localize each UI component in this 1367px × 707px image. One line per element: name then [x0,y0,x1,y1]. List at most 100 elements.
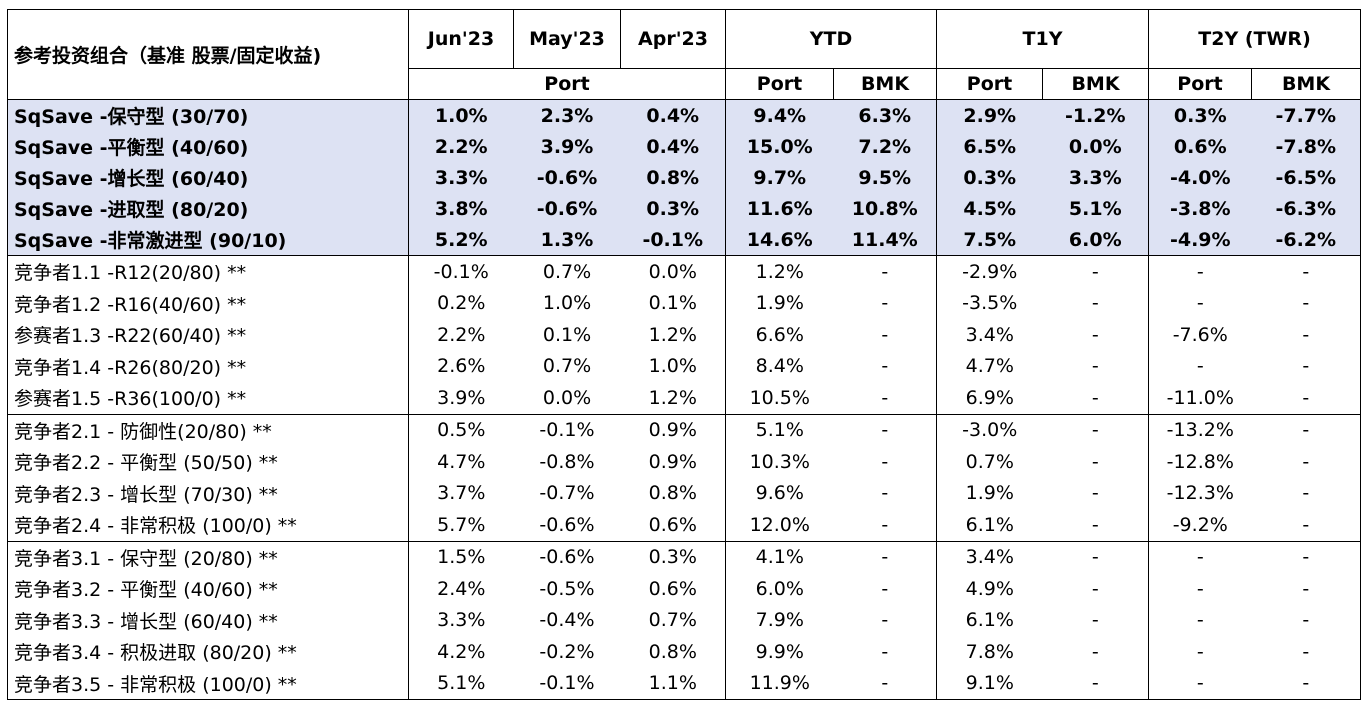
cell-t2y-bmk: - [1251,509,1362,542]
table-row: 竞争者2.3 - 增长型 (70/30) ** 3.7% -0.7% 0.8% 9.6%… [7,477,1362,509]
cell-t2y-bmk: -6.5% [1251,162,1362,193]
cell-t1y-port: 6.1% [936,604,1043,636]
table-row: 竞争者3.1 - 保守型 (20/80) ** 1.5% -0.6% 0.3% 4.1%… [7,540,1362,573]
cell-t2y-bmk: - [1251,287,1362,319]
header-row-2: Port Port BMK Port BMK Port BMK [8,68,1362,100]
cell-t2y-port: -9.2% [1148,509,1252,542]
row-label: 竞争者1.1 -R12(20/80) ** [7,255,409,288]
cell-t2y-bmk: -7.7% [1251,99,1362,131]
col-header-may23: May'23 [513,9,621,69]
cell-ytd-bmk: - [881,577,889,600]
cell-ytd-port: 1.9% [725,287,834,319]
cell-ytd-port: 14.6% [725,224,834,256]
cell-apr23: 0.9% [620,413,726,446]
cell-ytd-port: 12.0% [725,509,834,542]
subheader-t2y-port: Port [1148,68,1252,100]
cell-t1y-port: 4.9% [936,573,1043,605]
cell-apr23: 1.2% [648,323,697,346]
cell-apr23: 0.4% [620,99,726,131]
cell-jun23: 2.2% [408,131,514,162]
cell-may23: 0.1% [542,323,592,346]
cell-t2y-bmk: - [1251,255,1362,288]
cell-t2y-port: - [1148,287,1252,319]
cell-t1y-bmk: - [1091,292,1099,315]
header-row-1: 参考投资组合（基准 股票/固定收益) Jun'23 May'23 Apr'23 … [7,9,1362,100]
col-header-t1y: T1Y [935,9,1149,69]
cell-t1y-bmk: 5.1% [1042,193,1149,224]
cell-ytd-bmk: - [881,355,889,378]
cell-t1y-port: 1.9% [936,477,1043,509]
cell-ytd-port: 8.4% [725,350,834,382]
cell-t1y-port: 3.4% [936,319,1043,351]
cell-ytd-bmk: - [833,509,937,542]
cell-t1y-bmk: - [1042,509,1149,542]
cell-t2y-port: -3.8% [1148,193,1252,224]
cell-may23: -0.6% [513,162,621,193]
cell-t1y-port: 7.8% [936,636,1043,668]
row-label: 竞争者3.5 - 非常积极 (100/0) ** [7,667,409,700]
col-header-jun23: Jun'23 [408,9,514,69]
cell-ytd-bmk: - [881,292,889,315]
cell-jun23: 0.5% [408,413,514,446]
cell-ytd-bmk: - [881,640,889,663]
cell-apr23: 1.0% [648,355,697,378]
cell-t2y-port: - [1148,604,1252,636]
cell-may23: 3.9% [513,131,621,162]
cell-apr23: 1.1% [620,667,726,700]
cell-jun23: 1.0% [408,99,514,131]
cell-ytd-port: 9.6% [725,477,834,509]
cell-t2y-bmk: - [1251,413,1362,446]
cell-t1y-bmk: - [1042,255,1149,288]
cell-t1y-port: 6.1% [936,509,1043,542]
cell-t1y-bmk: - [1091,323,1099,346]
cell-ytd-bmk: - [833,255,937,288]
cell-ytd-port: 10.5% [725,382,834,415]
cell-t1y-port: 6.9% [936,382,1043,415]
cell-ytd-bmk: - [881,482,889,505]
table-row: 参赛者1.3 -R22(60/40) ** 2.2% 0.1% 1.2% 6.6% - 3.… [7,319,1362,351]
cell-apr23: 0.7% [648,609,697,632]
table-row: 参赛者1.5 -R36(100/0) ** 3.9% 0.0% 1.2% 10.5% -6… [7,382,1362,415]
cell-t2y-bmk: - [1251,667,1362,700]
cell-apr23: 0.8% [620,162,726,193]
cell-t1y-bmk: - [1091,640,1099,663]
cell-may23: -0.6% [513,509,621,542]
cell-t2y-port: 0.3% [1148,99,1252,131]
cell-ytd-port: 7.9% [725,604,834,636]
row-label: SqSave -进取型 (80/20) [7,193,409,224]
table-row: 竞争者3.4 - 积极进取 (80/20) ** 4.2% -0.2% 0.8% 9.9… [7,636,1362,668]
cell-ytd-bmk: - [881,609,889,632]
cell-jun23: 2.6% [408,350,514,382]
cell-t1y-bmk: 3.3% [1042,162,1149,193]
row-label: 竞争者3.4 - 积极进取 (80/20) ** [7,636,409,668]
cell-t2y-bmk: -7.8% [1251,131,1362,162]
cell-apr23: 0.4% [620,131,726,162]
cell-may23: -0.2% [539,640,595,663]
table-row: 竞争者2.1 - 防御性(20/80) ** 0.5% -0.1% 0.9% 5.1% -… [7,413,1362,446]
row-label: SqSave -非常激进型 (90/10) [7,224,409,256]
cell-may23: -0.1% [513,667,621,700]
cell-t1y-bmk: - [1091,577,1099,600]
col-header-ytd: YTD [725,9,937,69]
row-label: 竞争者1.2 -R16(40/60) ** [7,287,409,319]
cell-jun23: 5.2% [408,224,514,256]
cell-jun23: 4.2% [408,636,514,668]
cell-apr23: 0.1% [648,292,697,315]
row-label: SqSave -保守型 (30/70) [7,99,409,131]
cell-jun23: 2.2% [408,319,514,351]
cell-jun23: 3.3% [408,604,514,636]
cell-jun23: 0.2% [408,287,514,319]
cell-apr23: 0.3% [620,193,726,224]
cell-may23: 0.0% [513,382,621,415]
cell-may23: 0.7% [542,355,592,378]
cell-t1y-port: 3.4% [936,540,1043,573]
col-header-apr23: Apr'23 [620,9,726,69]
cell-apr23: 0.9% [648,450,697,473]
cell-ytd-port: 11.9% [725,667,834,700]
cell-jun23: 5.7% [408,509,514,542]
cell-ytd-bmk: 9.5% [833,162,937,193]
cell-ytd-bmk: - [833,382,937,415]
col-header-t2y: T2Y (TWR) [1148,9,1362,69]
table-row: 竞争者3.3 - 增长型 (60/40) ** 3.3% -0.4% 0.7% 7.9%… [7,604,1362,636]
cell-apr23: 0.8% [648,482,697,505]
